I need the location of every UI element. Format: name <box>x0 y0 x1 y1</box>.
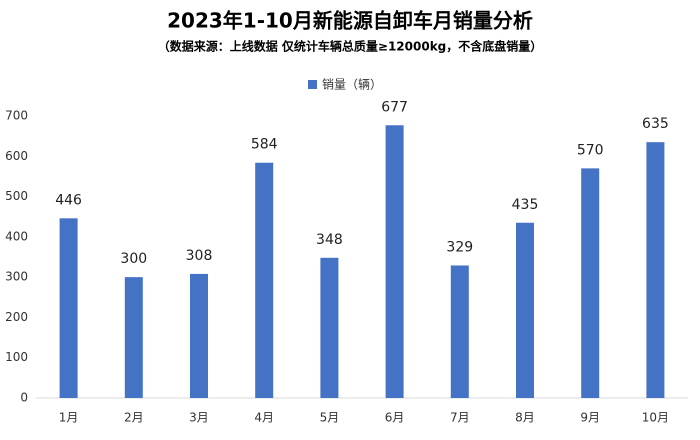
bar <box>581 168 600 398</box>
value-label: 584 <box>251 137 278 153</box>
y-tick-label: 300 <box>5 270 28 284</box>
value-label: 435 <box>512 197 539 213</box>
bar <box>385 125 404 398</box>
x-tick-label: 7月 <box>450 411 470 425</box>
value-label: 570 <box>577 142 604 158</box>
bar <box>190 273 208 398</box>
y-tick-label: 700 <box>5 109 28 123</box>
x-tick-label: 3月 <box>189 411 209 425</box>
legend-label: 销量（辆） <box>322 78 382 92</box>
bar <box>59 218 78 398</box>
bar <box>255 162 274 398</box>
y-tick-label: 600 <box>5 149 28 163</box>
x-tick-label: 2月 <box>124 411 144 425</box>
value-label: 329 <box>446 239 473 255</box>
y-tick-label: 500 <box>5 189 28 203</box>
value-label: 300 <box>120 251 147 267</box>
x-tick-label: 10月 <box>642 411 669 425</box>
value-label: 446 <box>55 192 82 208</box>
x-tick-label: 9月 <box>580 411 600 425</box>
chart-subtitle: （数据来源：上线数据 仅统计车辆总质量≥12000kg，不含底盘销量） <box>158 39 543 54</box>
bar <box>124 277 143 398</box>
x-tick-label: 1月 <box>59 411 79 425</box>
value-label: 348 <box>316 232 343 248</box>
x-tick-label: 6月 <box>385 411 405 425</box>
y-tick-label: 400 <box>5 229 28 243</box>
bar <box>450 265 469 398</box>
legend-swatch <box>308 80 317 89</box>
value-label: 635 <box>642 116 669 132</box>
y-tick-label: 200 <box>5 310 28 324</box>
value-label: 308 <box>186 248 213 264</box>
chart-title: 2023年1-10月新能源自卸车月销量分析 <box>167 9 533 33</box>
x-tick-label: 4月 <box>254 411 274 425</box>
x-tick-label: 8月 <box>515 411 535 425</box>
value-label: 677 <box>381 99 408 115</box>
bar <box>516 222 534 398</box>
x-tick-label: 5月 <box>320 411 340 425</box>
bar <box>646 142 665 398</box>
y-tick-label: 0 <box>20 391 28 405</box>
bar <box>320 257 339 398</box>
y-tick-label: 100 <box>5 350 28 364</box>
